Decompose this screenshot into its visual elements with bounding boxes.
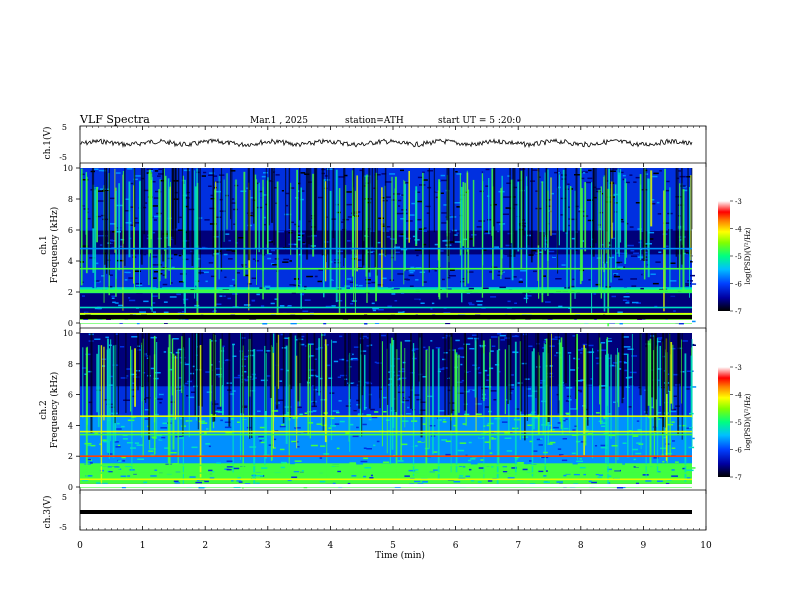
time-tick-label: 10 <box>700 541 712 551</box>
colorbar-tick-label: -3 <box>735 364 742 372</box>
frequency-tick-label: 6 <box>68 226 73 235</box>
ch1-tick-top: 5 <box>62 123 67 132</box>
time-tick-label: 8 <box>578 541 584 551</box>
ch1-voltage-label: ch.1(V) <box>42 127 53 160</box>
colorbar-tick-label: -5 <box>735 253 742 261</box>
time-axis-label: Time (min) <box>375 550 425 561</box>
time-tick-label: 5 <box>390 541 396 551</box>
time-axis-ticks: 0 1 2 3 4 5 6 7 8 9 10 <box>77 126 712 551</box>
frequency-tick-label: 0 <box>68 483 73 492</box>
time-tick-label: 9 <box>641 541 647 551</box>
ch1-colorbar: -3 -4 -5 -6 -7 log(PSD)(V²/Hz) <box>718 198 752 316</box>
ch1-colorbar-gradient <box>718 201 730 311</box>
frequency-tick-label: 2 <box>68 288 73 297</box>
ch1-waveform-panel <box>79 138 693 149</box>
ch1-channel-label: ch.1 <box>39 235 49 254</box>
ch2-colorbar-gradient <box>718 367 730 477</box>
ch2-colorbar: -3 -4 -5 -6 -7 log(PSD)(V²/Hz) <box>718 364 752 482</box>
ch3-tick-bottom: -5 <box>59 523 67 532</box>
colorbar-tick-label: -7 <box>735 474 742 482</box>
time-tick-label: 1 <box>140 541 146 551</box>
ch1-spectrogram <box>80 168 697 327</box>
colorbar-tick-label: -4 <box>735 226 742 234</box>
time-tick-label: 0 <box>77 541 83 551</box>
date-label: Mar.1 , 2025 <box>250 116 308 126</box>
frequency-tick-label: 10 <box>63 164 73 173</box>
ch3-voltage-label: ch.3(V) <box>42 496 53 529</box>
station-label: station=ATH <box>345 116 404 126</box>
ch2-channel-label: ch.2 <box>39 400 49 419</box>
frequency-tick-label: 4 <box>68 421 73 430</box>
time-tick-label: 6 <box>453 541 459 551</box>
frequency-tick-label: 2 <box>68 452 73 461</box>
colorbar-tick-label: -4 <box>735 392 742 400</box>
colorbar-tick-label: -7 <box>735 308 742 316</box>
figure-title: VLF Spectra <box>79 113 150 126</box>
time-tick-label: 7 <box>515 541 521 551</box>
ch1-frequency-ticks: 0 2 4 6 8 10 <box>63 164 80 328</box>
frequency-tick-label: 0 <box>68 319 73 328</box>
ch1-tick-bottom: -5 <box>59 153 67 162</box>
ch2-spectrogram <box>80 333 697 489</box>
time-tick-label: 4 <box>328 541 334 551</box>
colorbar-tick-label: -5 <box>735 419 742 427</box>
frequency-tick-label: 10 <box>63 329 73 338</box>
time-tick-label: 2 <box>202 541 208 551</box>
frequency-tick-label: 4 <box>68 257 73 266</box>
ch3-tick-top: 5 <box>62 493 67 502</box>
frequency-tick-label: 6 <box>68 391 73 400</box>
ch1-colorbar-label: log(PSD)(V²/Hz) <box>744 227 752 284</box>
ch2-frequency-ticks: 0 2 4 6 8 10 <box>63 329 80 492</box>
ch2-frequency-label: Frequency (kHz) <box>49 372 60 449</box>
colorbar-tick-label: -6 <box>735 447 742 455</box>
colorbar-tick-label: -3 <box>735 198 742 206</box>
ch1-waveform-trace <box>79 138 693 149</box>
time-tick-label: 3 <box>265 541 271 551</box>
ch2-colorbar-label: log(PSD)(V²/Hz) <box>744 393 752 450</box>
frequency-tick-label: 8 <box>68 360 73 369</box>
colorbar-tick-label: -6 <box>735 281 742 289</box>
frequency-tick-label: 8 <box>68 195 73 204</box>
ch3-waveform-trace <box>80 510 692 514</box>
ch1-frequency-label: Frequency (kHz) <box>49 207 60 284</box>
start-time-label: start UT = 5 :20:0 <box>438 116 521 126</box>
